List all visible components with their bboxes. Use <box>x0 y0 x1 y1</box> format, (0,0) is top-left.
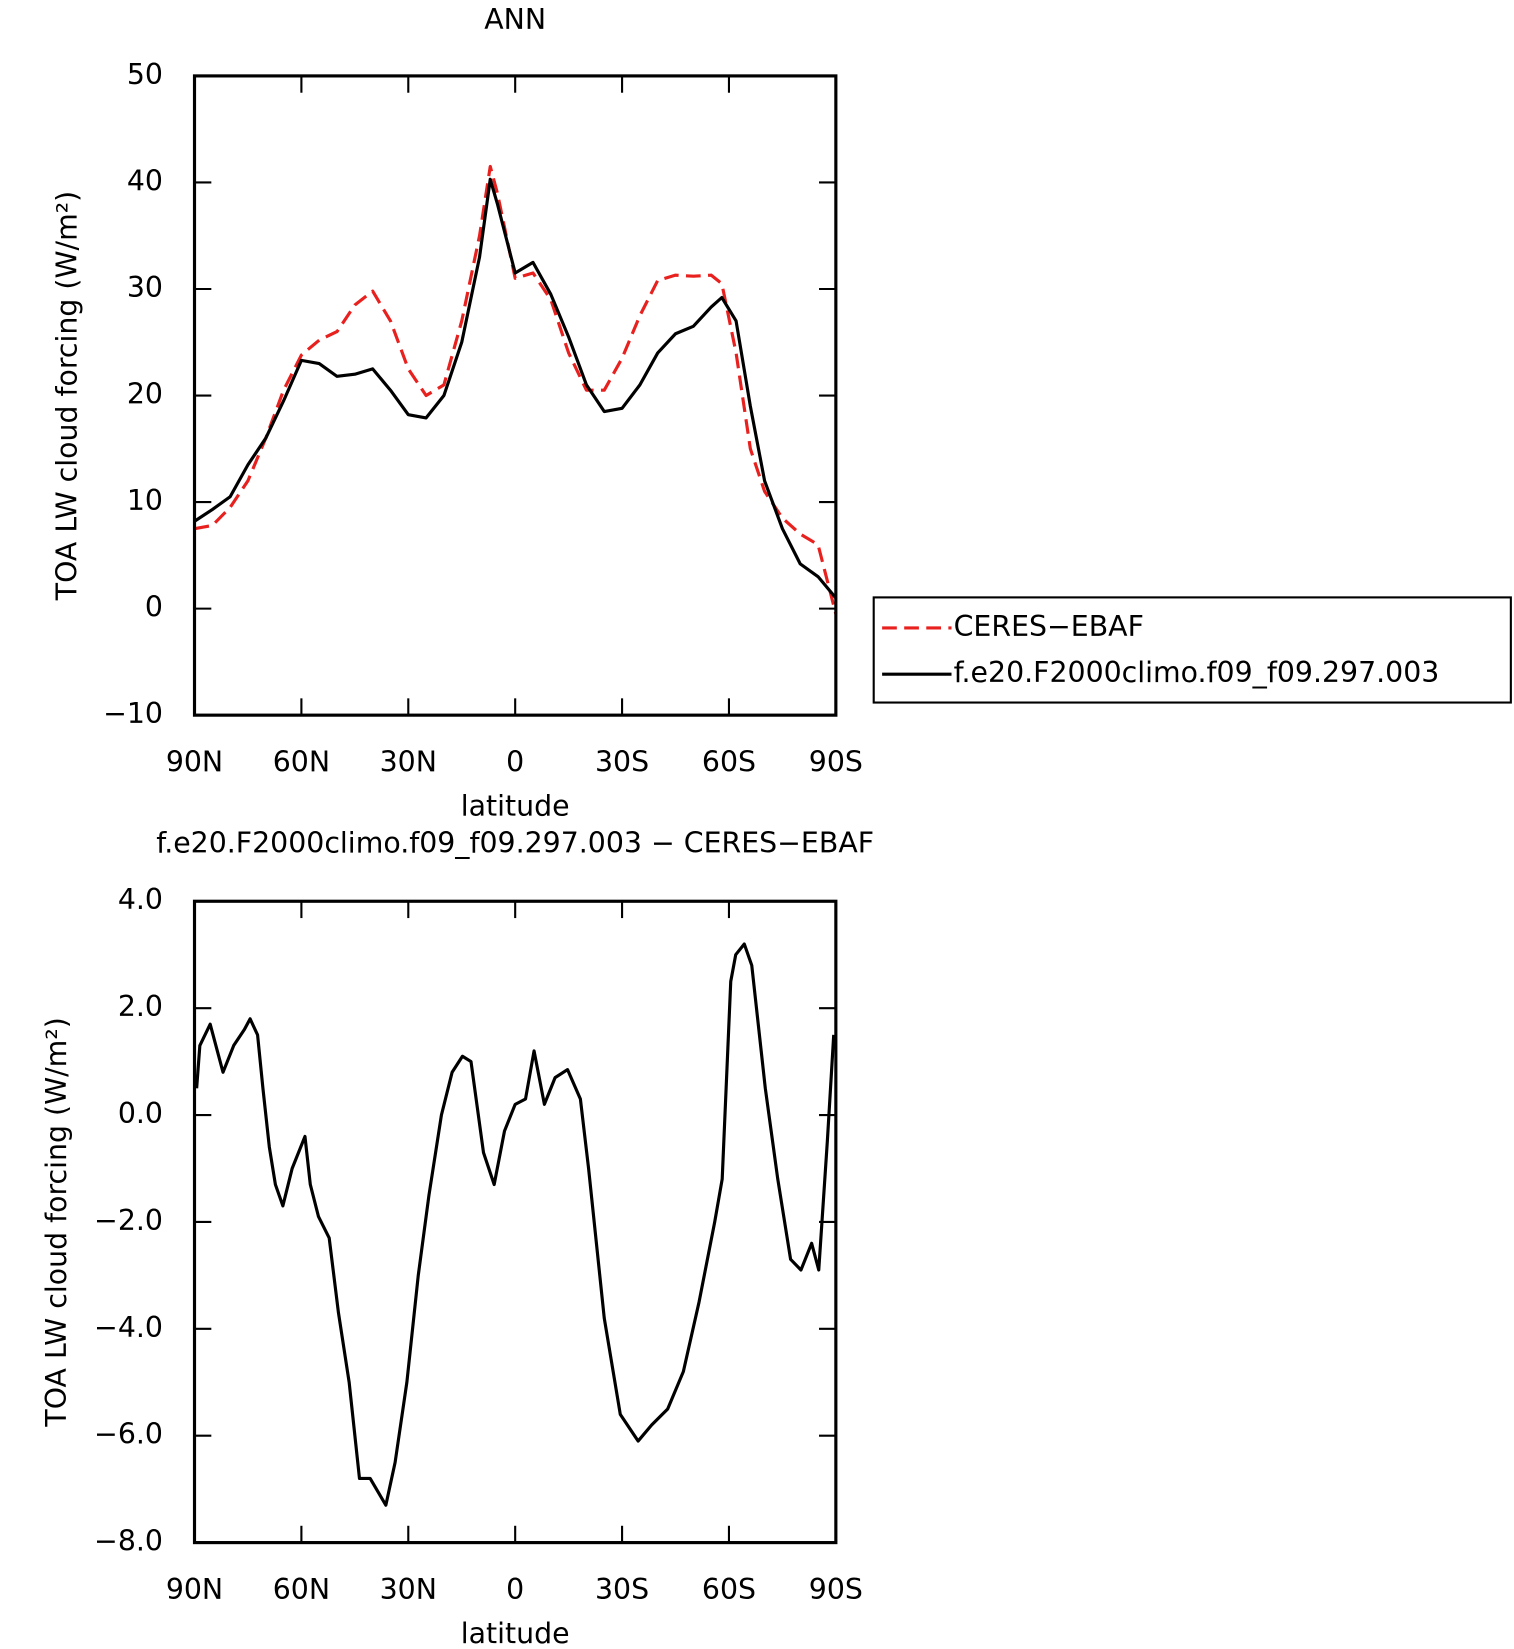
y-tick-label: 0 <box>145 591 163 624</box>
x-tick-label: 30N <box>380 1573 437 1606</box>
x-tick-label: 60N <box>273 746 330 779</box>
y-tick-label: 30 <box>127 271 163 304</box>
x-tick-label: 90N <box>166 1573 223 1606</box>
y-axis-label: TOA LW cloud forcing (W/m²) <box>40 1017 73 1427</box>
legend-label: f.e20.F2000climo.f09_f09.297.003 <box>954 656 1440 689</box>
x-tick-label: 60S <box>702 1573 756 1606</box>
x-tick-label: 0 <box>506 1573 524 1606</box>
y-tick-label: 4.0 <box>118 883 163 916</box>
y-tick-label: 10 <box>127 484 163 517</box>
x-tick-label: 90S <box>809 746 863 779</box>
y-axis-label: TOA LW cloud forcing (W/m²) <box>50 191 83 601</box>
y-tick-label: −2.0 <box>94 1204 163 1237</box>
y-tick-label: 2.0 <box>118 990 163 1023</box>
chart-title: ANN <box>484 3 546 36</box>
y-tick-label: 0.0 <box>118 1097 163 1130</box>
y-tick-label: −8.0 <box>94 1525 163 1558</box>
legend-label: CERES−EBAF <box>954 610 1144 643</box>
x-tick-label: 30N <box>380 746 437 779</box>
data-line <box>194 164 838 615</box>
x-tick-label: 90N <box>166 746 223 779</box>
x-tick-label: 60N <box>273 1573 330 1606</box>
x-tick-label: 90S <box>809 1573 863 1606</box>
y-tick-label: −10 <box>103 697 163 730</box>
x-tick-label: 30S <box>595 746 649 779</box>
x-tick-label: 30S <box>595 1573 649 1606</box>
x-tick-label: 0 <box>506 746 524 779</box>
y-tick-label: −4.0 <box>94 1311 163 1344</box>
x-tick-label: 60S <box>702 746 756 779</box>
y-tick-label: 20 <box>127 378 163 411</box>
legend-box <box>872 596 1512 704</box>
plot-frame <box>192 899 838 1545</box>
x-axis-label: latitude <box>461 1617 570 1649</box>
data-line <box>193 177 838 599</box>
x-axis-label: latitude <box>461 790 570 823</box>
chart-title: f.e20.F2000climo.f09_f09.297.003 − CERES… <box>156 826 874 859</box>
plot-frame <box>192 74 838 717</box>
y-tick-label: 50 <box>127 58 163 91</box>
data-line <box>195 942 836 1507</box>
y-tick-label: −6.0 <box>94 1418 163 1451</box>
y-tick-label: 40 <box>127 164 163 197</box>
